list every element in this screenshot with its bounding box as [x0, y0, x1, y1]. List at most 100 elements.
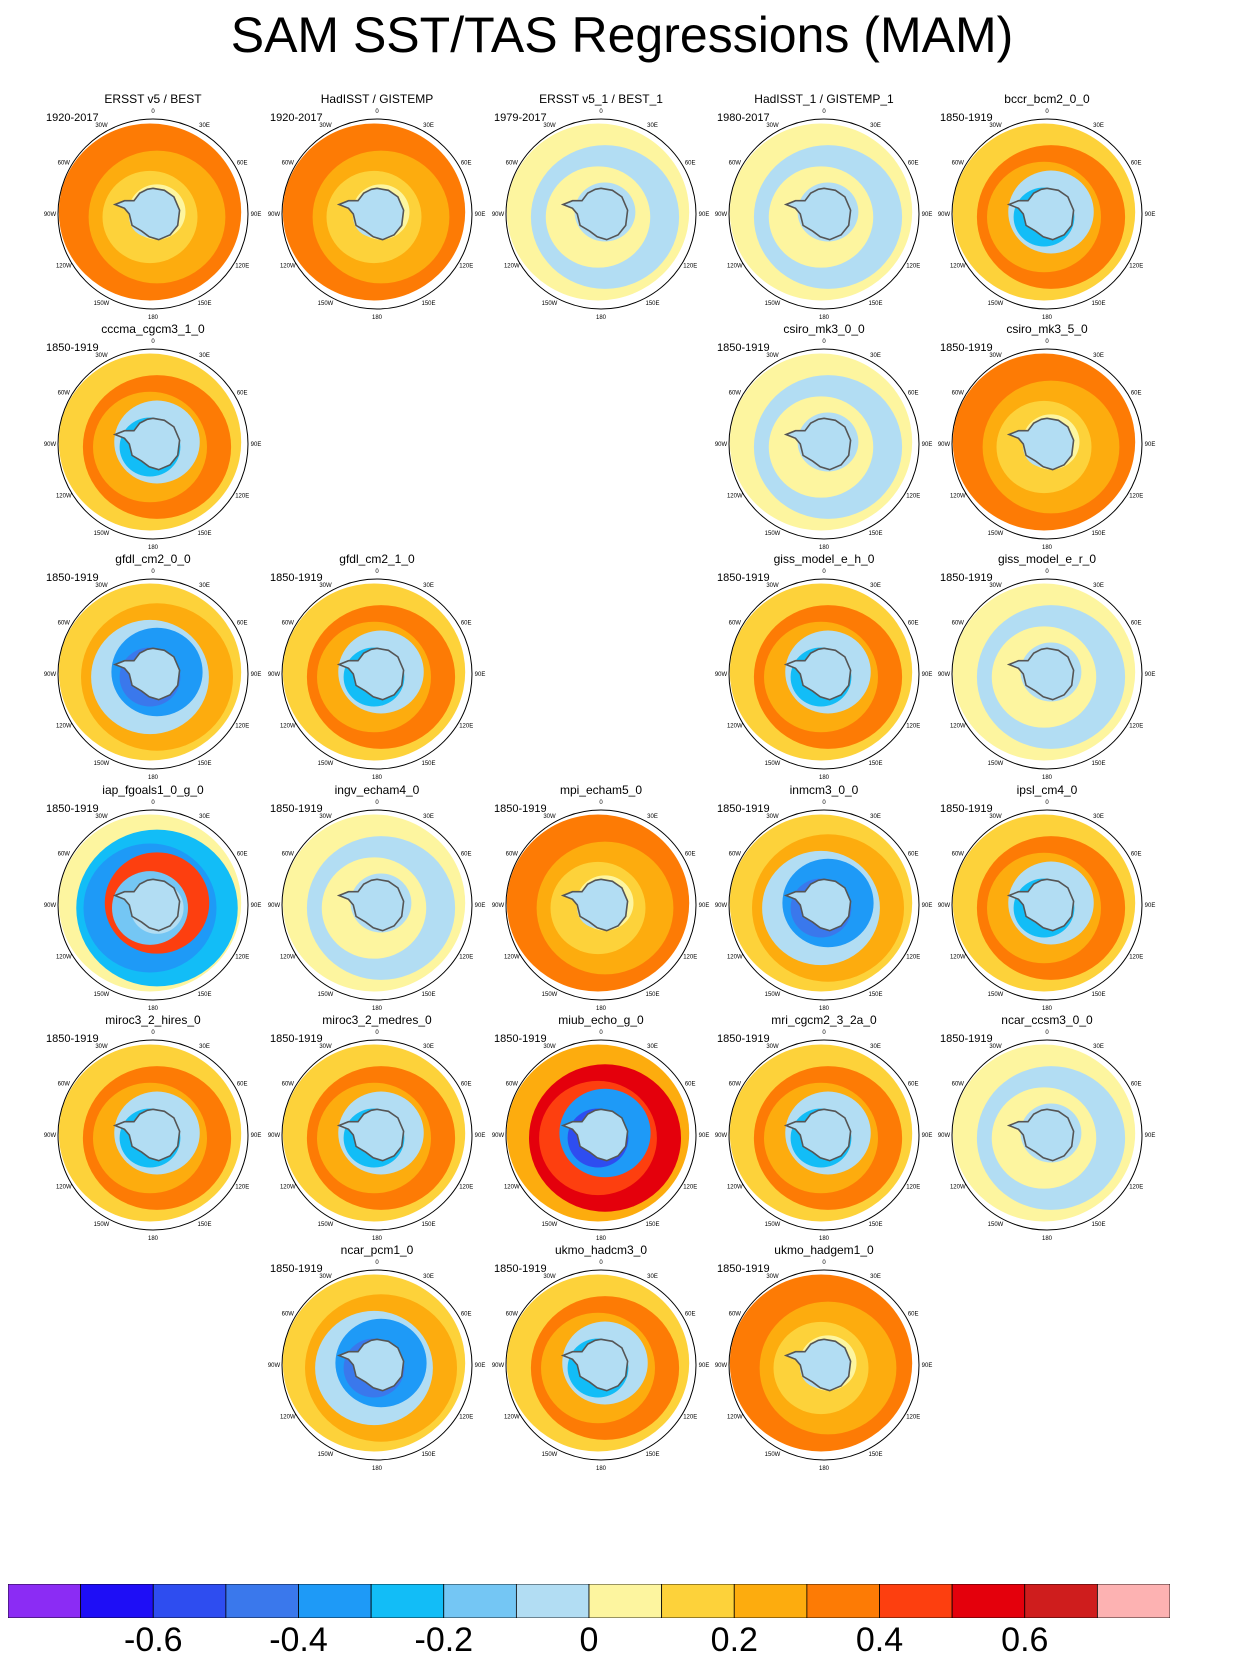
longitude-label: 30E — [1093, 1044, 1104, 1050]
colorbar-bin — [298, 1584, 372, 1618]
longitude-label: 30W — [766, 123, 779, 129]
antarctica-coastline — [783, 647, 852, 701]
longitude-label: 60W — [58, 852, 71, 858]
panel-title: gfdl_cm2_0_0 — [115, 552, 191, 566]
longitude-label: 120W — [727, 1415, 743, 1421]
panel-title: ncar_pcm1_0 — [340, 1243, 414, 1257]
longitude-label: 30E — [199, 353, 210, 359]
longitude-label: 60W — [729, 1082, 742, 1088]
longitude-label: 60E — [237, 1082, 248, 1088]
longitude-label: 120E — [459, 955, 473, 961]
longitude-label: 120W — [504, 264, 520, 270]
map-boundary — [728, 1039, 920, 1231]
longitude-label: 60E — [461, 1312, 472, 1318]
polar-map: 0 30E 60E 90E 120E 150E 180 150W 120W 90W 60W 30W — [44, 339, 262, 551]
longitude-label: 60E — [1131, 1082, 1142, 1088]
longitude-label: 90E — [475, 1133, 486, 1139]
longitude-label: 150E — [645, 1452, 659, 1458]
longitude-label: 150E — [197, 301, 211, 307]
longitude-label: 0 — [599, 109, 603, 115]
longitude-label: 0 — [375, 569, 379, 575]
longitude-label: 180 — [148, 1006, 159, 1012]
longitude-label: 60E — [237, 161, 248, 167]
longitude-label: 150E — [1091, 992, 1105, 998]
longitude-label: 60E — [461, 621, 472, 627]
longitude-label: 120W — [950, 264, 966, 270]
longitude-label: 0 — [599, 800, 603, 806]
longitude-label: 150E — [645, 1222, 659, 1228]
longitude-label: 90W — [492, 1363, 505, 1369]
longitude-label: 0 — [151, 339, 155, 345]
longitude-label: 30E — [870, 1274, 881, 1280]
panel-title: csiro_mk3_5_0 — [1006, 322, 1088, 336]
polar-map: 0 30E 60E 90E 120E 150E 180 150W 120W 90W 60W 30W — [715, 800, 933, 1012]
colorbar-label: 0.2 — [710, 1621, 758, 1659]
longitude-label: 150W — [94, 301, 110, 307]
longitude-label: 90E — [475, 903, 486, 909]
longitude-label: 30E — [870, 583, 881, 589]
longitude-label: 30E — [1093, 814, 1104, 820]
longitude-label: 90E — [475, 672, 486, 678]
longitude-label: 30E — [423, 1044, 434, 1050]
longitude-label: 180 — [372, 775, 383, 781]
antarctica-coastline — [560, 1108, 629, 1162]
map-panel: 0 30E 60E 90E 120E 150E 180 150W 120W 90W 60W 30W mp… — [486, 783, 716, 1019]
longitude-label: 60W — [729, 391, 742, 397]
panel-title: ERSST v5_1 / BEST_1 — [539, 92, 663, 106]
longitude-label: 30E — [647, 123, 658, 129]
longitude-label: 60W — [952, 161, 965, 167]
longitude-label: 30E — [423, 814, 434, 820]
longitude-label: 150E — [197, 531, 211, 537]
longitude-label: 30W — [95, 583, 108, 589]
panel-period: 1850-1919 — [494, 1033, 547, 1045]
longitude-label: 120E — [683, 1185, 697, 1191]
longitude-label: 90W — [492, 903, 505, 909]
longitude-label: 180 — [372, 1006, 383, 1012]
panel-period: 1850-1919 — [494, 803, 547, 815]
antarctica-coastline — [1006, 1108, 1075, 1162]
longitude-label: 120E — [459, 264, 473, 270]
longitude-label: 120W — [56, 955, 72, 961]
antarctica-coastline — [112, 878, 181, 932]
panel-title: HadISST / GISTEMP — [320, 92, 434, 106]
longitude-label: 120E — [906, 724, 920, 730]
longitude-label: 180 — [1042, 545, 1053, 551]
longitude-label: 150W — [542, 992, 558, 998]
longitude-label: 150E — [868, 992, 882, 998]
panel-title: HadISST_1 / GISTEMP_1 — [754, 92, 894, 106]
antarctica-coastline — [783, 187, 852, 241]
colorbar-bin — [370, 1584, 445, 1618]
longitude-label: 60W — [506, 161, 519, 167]
longitude-label: 150E — [1091, 301, 1105, 307]
longitude-label: 180 — [819, 1236, 830, 1242]
polar-map: 0 30E 60E 90E 120E 150E 180 150W 120W 90W 60W 30W — [492, 1030, 710, 1242]
longitude-label: 120E — [906, 264, 920, 270]
map-panel: 0 30E 60E 90E 120E 150E 180 150W 120W 90W 60W 30W gf… — [38, 552, 268, 788]
longitude-label: 180 — [1042, 315, 1053, 321]
longitude-label: 60W — [282, 1312, 295, 1318]
longitude-label: 150E — [1091, 531, 1105, 537]
longitude-label: 60E — [237, 852, 248, 858]
antarctica-coastline — [336, 1338, 405, 1392]
longitude-label: 90E — [1145, 903, 1156, 909]
longitude-label: 60W — [729, 1312, 742, 1318]
panel-period: 1850-1919 — [270, 1033, 323, 1045]
longitude-label: 30W — [766, 353, 779, 359]
panel-title: iap_fgoals1_0_g_0 — [102, 783, 204, 797]
map-boundary — [57, 809, 249, 1001]
longitude-label: 90E — [475, 1363, 486, 1369]
longitude-label: 150W — [542, 301, 558, 307]
longitude-label: 60E — [461, 161, 472, 167]
longitude-label: 60E — [908, 1082, 919, 1088]
longitude-label: 120E — [906, 1185, 920, 1191]
map-boundary — [951, 348, 1143, 540]
longitude-label: 30W — [319, 814, 332, 820]
antarctica-coastline — [783, 878, 852, 932]
panel-title: ipsl_cm4_0 — [1016, 783, 1078, 797]
polar-map: 0 30E 60E 90E 120E 150E 180 150W 120W 90W 60W 30W — [44, 109, 262, 321]
panel-period: 1850-1919 — [46, 803, 99, 815]
panel-period: 1980-2017 — [717, 112, 770, 124]
longitude-label: 150E — [197, 1222, 211, 1228]
longitude-label: 60W — [952, 852, 965, 858]
longitude-label: 30W — [989, 123, 1002, 129]
